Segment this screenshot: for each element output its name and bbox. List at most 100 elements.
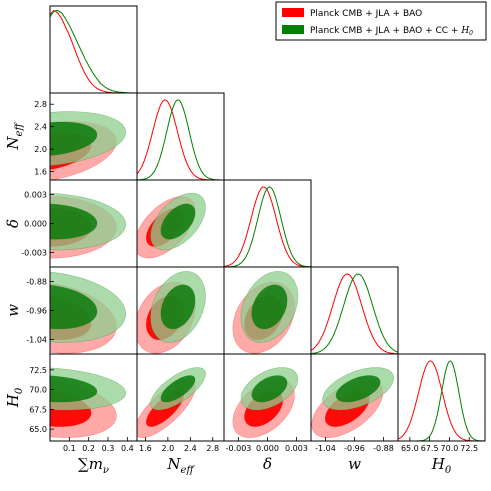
x-axis-label-w: w (348, 455, 361, 473)
panel-h0-vs-mnu: 0.1 0.2 0.3 0.4 65.0 67.5 70.0 72.5 (29, 353, 138, 453)
y-tick-label: 67.5 (29, 405, 47, 414)
x-axis-label-main: H (431, 455, 446, 473)
panel-content (137, 192, 206, 259)
x-axis-label-main: ∑m (78, 455, 103, 473)
contour-68-green (50, 375, 98, 403)
panel-content (224, 186, 311, 267)
legend: Planck CMB + JLA + BAO Planck CMB + JLA … (275, 1, 487, 41)
contour-68-green (335, 375, 381, 403)
x-tick-label: 2.0 (162, 444, 175, 453)
x-axis-label-sub: 0 (445, 465, 452, 476)
x-axis-label-main: N (166, 455, 181, 473)
contour-68-green (50, 203, 98, 240)
x-tick-label: 70.0 (441, 444, 459, 453)
y-tick-label: -0.96 (26, 307, 47, 316)
x-tick-label: 2.8 (206, 444, 219, 453)
x-axis-label-sub: ν (103, 465, 109, 476)
panel-h0-vs-neff: 1.6 2.0 2.4 2.8 (136, 353, 225, 453)
legend-entry-red: Planck CMB + JLA + BAO (310, 9, 422, 19)
contour-68-green (50, 284, 98, 330)
panel-w-vs-mnu: -1.04 -0.96 -0.88 (26, 266, 138, 355)
x-tick-label: 67.5 (421, 444, 439, 453)
legend-swatch-red (282, 8, 304, 17)
y-tick-label: 70.0 (29, 386, 47, 395)
marginal-line-green (398, 360, 485, 441)
panel-neff-vs-neff (136, 92, 225, 181)
panel-h0-vs-delta: -0.003 0.000 0.003 (223, 353, 312, 453)
y-tick-label: 0.003 (24, 191, 47, 200)
y-axis-label-main: w (4, 304, 22, 317)
x-tick-label: 72.5 (460, 444, 478, 453)
marginal-line-green (224, 186, 311, 267)
x-axis-label-sub: eff (181, 465, 196, 476)
y-tick-label: 2.4 (34, 123, 47, 132)
x-tick-label: -0.003 (226, 444, 252, 453)
x-tick-label: 0.003 (285, 444, 308, 453)
x-axis-label-main: w (348, 455, 361, 473)
legend-swatch-green (282, 25, 304, 34)
panel-frame (49, 5, 138, 94)
contour-68-green (251, 284, 288, 330)
panel-w-vs-w (310, 266, 399, 355)
y-tick-label: 2.0 (34, 145, 47, 154)
panel-delta-vs-delta (223, 179, 312, 268)
legend-entry-green: Planck CMB + JLA + BAO + CC + H0 (310, 26, 473, 37)
panel-content (50, 9, 137, 93)
panel-delta-vs-mnu: -0.003 0.000 0.003 (21, 179, 138, 268)
legend-entry-green-math: H (460, 26, 469, 36)
contour-68-green (160, 203, 196, 240)
panel-content (398, 360, 485, 441)
contour-68-green (251, 375, 288, 403)
panels-layer: 1.6 2.0 2.4 2.8 -0.003 0.000 0.003 -1.04 -0.96 -0… (4, 5, 486, 476)
y-axis-label-h0: H0 (4, 387, 25, 408)
x-tick-label: -0.88 (373, 444, 394, 453)
x-tick-label: 0.4 (121, 444, 134, 453)
panel-delta-vs-neff (136, 179, 225, 268)
panel-content (137, 271, 206, 354)
panel-frame (136, 92, 225, 181)
panel-content (50, 111, 127, 180)
x-tick-label: 2.4 (184, 444, 197, 453)
x-tick-label: 0.3 (102, 444, 115, 453)
panel-content (50, 193, 127, 259)
panel-frame (223, 179, 312, 268)
panel-frame (310, 266, 399, 355)
legend-entry-green-math-sub: 0 (469, 30, 473, 37)
y-axis-label-delta: δ (4, 219, 22, 228)
marginal-line-red (137, 99, 224, 180)
x-tick-label: 0.000 (256, 444, 279, 453)
x-tick-label: -0.96 (344, 444, 365, 453)
marginal-line-red (224, 186, 311, 267)
marginal-line-red (398, 360, 485, 441)
panel-content (137, 99, 224, 180)
y-axis-label-main: H (4, 393, 22, 408)
panel-content (50, 367, 127, 438)
panel-frame (397, 353, 486, 442)
y-axis-label-main: δ (4, 219, 22, 228)
y-tick-label: 0.000 (24, 220, 47, 229)
panel-neff-vs-mnu: 1.6 2.0 2.4 2.8 (34, 92, 138, 181)
y-tick-label: 72.5 (29, 366, 47, 375)
panel-content (50, 271, 127, 354)
panel-content (232, 367, 299, 438)
x-tick-label: 0.2 (82, 444, 95, 453)
legend-frame (275, 1, 487, 41)
x-axis-label-h0: H0 (431, 455, 452, 476)
x-axis-label-delta: δ (263, 455, 272, 473)
panel-h0-vs-h0: 65.0 67.5 70.0 72.5 (397, 353, 486, 453)
marginal-line-green (50, 9, 137, 93)
x-tick-label: -1.04 (315, 444, 336, 453)
panel-mnu-vs-mnu (49, 5, 138, 94)
panel-content (232, 271, 299, 354)
marginal-line-red (311, 273, 398, 354)
y-axis-label-sub: 0 (14, 387, 25, 394)
marginal-line-red (50, 9, 137, 93)
x-axis-label-neff: Neff (166, 455, 195, 476)
y-tick-label: 1.6 (34, 168, 47, 177)
y-axis-label-w: w (4, 304, 22, 317)
contour-68-green (50, 121, 98, 157)
x-tick-label: 0.1 (63, 444, 76, 453)
x-tick-label: 1.6 (139, 444, 152, 453)
panel-content (137, 367, 206, 438)
